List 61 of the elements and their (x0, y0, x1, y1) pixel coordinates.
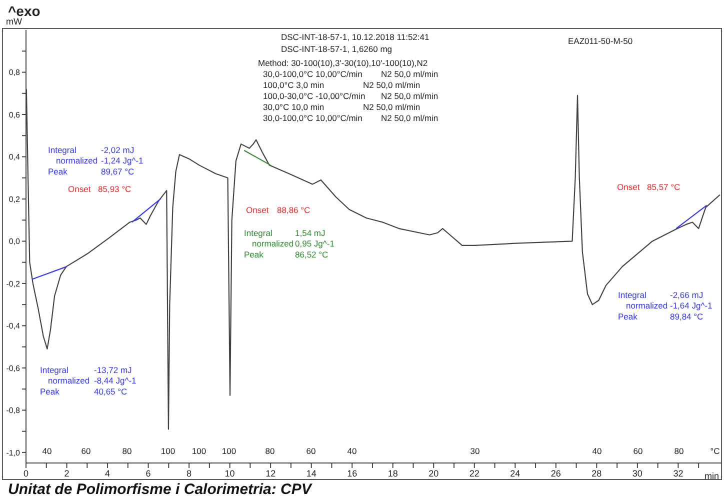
annotation: 40 (42, 446, 52, 456)
y-tick-label: 0,4 (8, 152, 21, 162)
text: 100,0-30,0°C -10,00°C/min N2 50,0 ml/min (263, 91, 438, 101)
x-tick-label: 30 (632, 468, 642, 478)
y-tick-label: 0,2 (8, 194, 21, 204)
annotation: 100 (192, 446, 206, 456)
annotation: DSC-INT-18-57-1, 10.12.2018 11:52:41 (281, 32, 430, 42)
annotation: 100 (222, 446, 236, 456)
annotation: 40 (347, 446, 357, 456)
x-tick-label: 4 (105, 468, 110, 478)
text: 100,0°C 3,0 min N2 50,0 ml/min (263, 80, 420, 90)
annotation: DSC-INT-18-57-1, 1,6260 mg (281, 44, 392, 54)
y-tick-label: -0,2 (6, 279, 21, 288)
y-tick-label: -1,0 (6, 448, 21, 458)
y-tick-label: 0,6 (8, 110, 21, 120)
x-tick-label: 28 (592, 468, 602, 478)
x-tick-label: 22 (469, 468, 480, 478)
annotation: 100 (160, 446, 176, 456)
text: 30,0°C 10,0 min N2 50,0 ml/min (263, 102, 420, 112)
annotation: 30 (470, 446, 480, 456)
x-tick-label: 32 (673, 468, 684, 478)
x-tick-label: 18 (388, 468, 398, 478)
text: Integral 1,54 mJ normalized 0,95 Jg^-1 Peak 86,52 °C (244, 228, 334, 260)
annotation: EAZ011-50-M-50 (568, 36, 633, 46)
annotation: 80 (674, 446, 684, 456)
x-tick-label: 10 (224, 468, 235, 478)
y-tick-label: -0,4 (6, 322, 21, 331)
x-tick-label: 24 (510, 468, 520, 478)
annotation: Onset 88,86 °C (246, 205, 310, 215)
x-tick-label: 12 (266, 468, 276, 478)
annotation: Method: 30-100(10),3'-30(10),10'-100(10),N2 (258, 58, 428, 68)
x-tick-label: 0 (23, 468, 29, 478)
annotation: 60 (633, 446, 643, 456)
text: Integral -13,72 mJ normalized -8,44 Jg^-1 Peak 40,65 °C (40, 365, 136, 396)
x-tick-label: 16 (347, 468, 358, 478)
annotation: Onset 85,93 °C (68, 184, 132, 194)
annotation: 60 (81, 446, 91, 456)
x-tick-label: 2 (64, 468, 70, 478)
annotation: 60 (306, 446, 316, 456)
x-tick-label: 20 (428, 468, 439, 478)
text: Integral -2,66 mJ normalized -1,64 Jg^-1 Peak 89,84 °C (618, 290, 712, 322)
text: Integral -2,02 mJ normalized -1,24 Jg^-1 Peak 89,67 °C (48, 145, 144, 176)
y-tick-label: -0,6 (6, 364, 21, 373)
text: 30,0-100,0°C 10,00°C/min N2 50,0 ml/min (263, 69, 438, 79)
annotation: 40 (592, 446, 602, 456)
y-tick-label: 0,0 (8, 237, 21, 246)
text: ^exo (8, 3, 40, 19)
x-tick-label: 14 (306, 468, 316, 478)
text: Unitat de Polimorfisme i Calorimetria: CPV (8, 481, 314, 498)
y-axis-title: mW (6, 16, 22, 26)
x-tick-label: 8 (186, 468, 192, 478)
annotation: Onset 85,57 °C (617, 182, 680, 192)
annotation: 80 (265, 446, 275, 456)
text: 30,0-100,0°C 10,00°C/min N2 50,0 ml/min (263, 113, 438, 123)
annotation: 80 (122, 446, 132, 456)
annotation: °C (710, 446, 720, 456)
y-tick-label: -0,8 (6, 406, 21, 416)
x-axis-title: min (704, 471, 719, 481)
x-tick-label: 26 (550, 468, 561, 478)
y-tick-label: 0,8 (8, 68, 21, 78)
x-tick-label: 6 (146, 468, 151, 478)
